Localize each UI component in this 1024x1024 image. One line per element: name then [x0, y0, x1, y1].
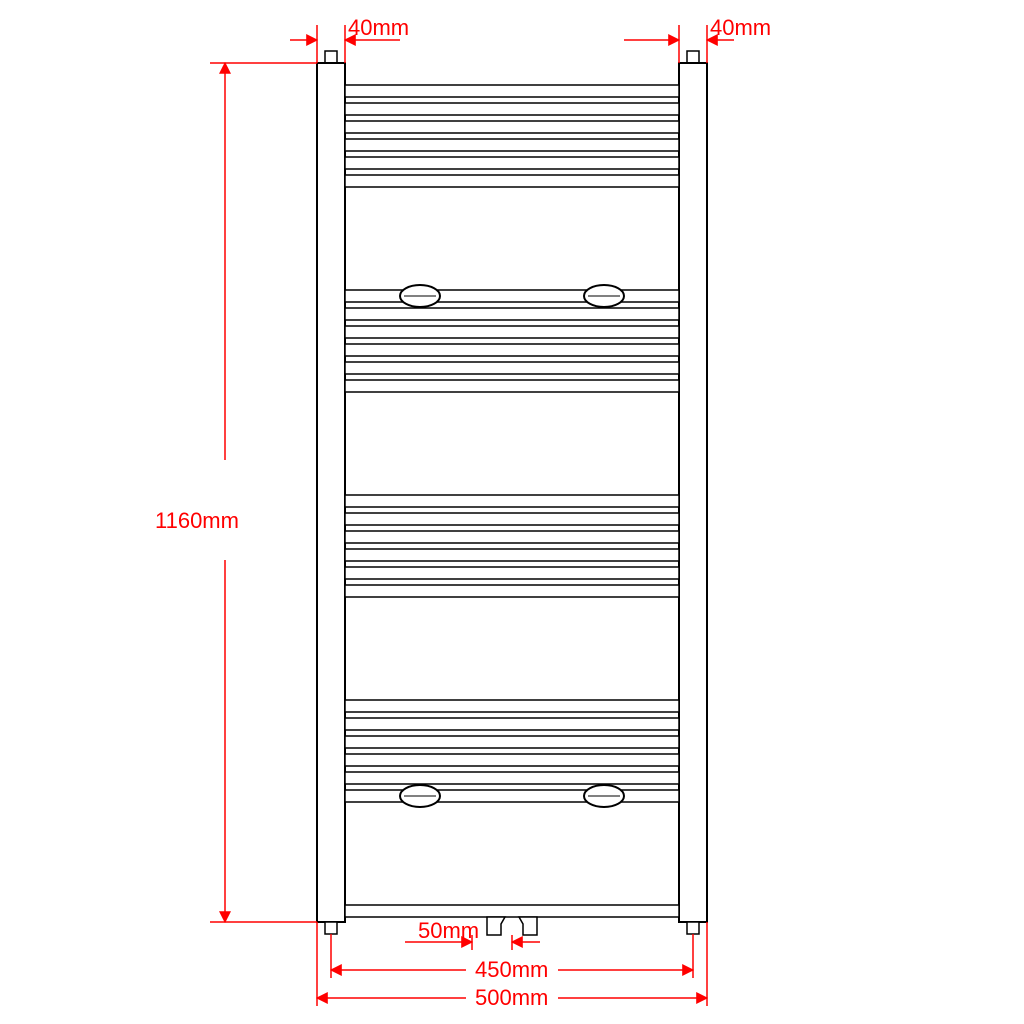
rung [345, 121, 679, 133]
dim-height-label: 1160mm [155, 508, 239, 533]
rung [345, 139, 679, 151]
rung [345, 103, 679, 115]
rung [345, 754, 679, 766]
rung [345, 905, 679, 917]
dim-height: 1160mm [155, 63, 317, 922]
dim-tube-left: 40mm [290, 15, 409, 63]
dim-tube-right-label: 40mm [710, 15, 771, 40]
rung [345, 290, 679, 302]
top-feet [325, 51, 699, 63]
rung [345, 700, 679, 712]
radiator-body [317, 51, 707, 935]
rung [345, 736, 679, 748]
dim-50-label: 50mm [418, 918, 479, 943]
dim-450-label: 450mm [475, 957, 548, 982]
rung [345, 326, 679, 338]
rung [345, 362, 679, 374]
rung [345, 344, 679, 356]
center-port [487, 917, 537, 935]
right-tube [679, 63, 707, 922]
rung [345, 85, 679, 97]
rung [345, 308, 679, 320]
dim-500-label: 500mm [475, 985, 548, 1010]
radiator-technical-drawing: 1160mm 40mm 40mm 50mm [0, 0, 1024, 1024]
bottom-feet [325, 922, 699, 934]
rung [345, 772, 679, 784]
rung [345, 157, 679, 169]
rung [345, 549, 679, 561]
rung [345, 567, 679, 579]
rungs [345, 85, 679, 917]
rung [345, 380, 679, 392]
rung [345, 513, 679, 525]
rung [345, 175, 679, 187]
rung [345, 718, 679, 730]
dim-tube-left-label: 40mm [348, 15, 409, 40]
rung [345, 790, 679, 802]
left-tube [317, 63, 345, 922]
rung [345, 495, 679, 507]
rung [345, 585, 679, 597]
rung [345, 531, 679, 543]
dim-50: 50mm [405, 918, 540, 950]
